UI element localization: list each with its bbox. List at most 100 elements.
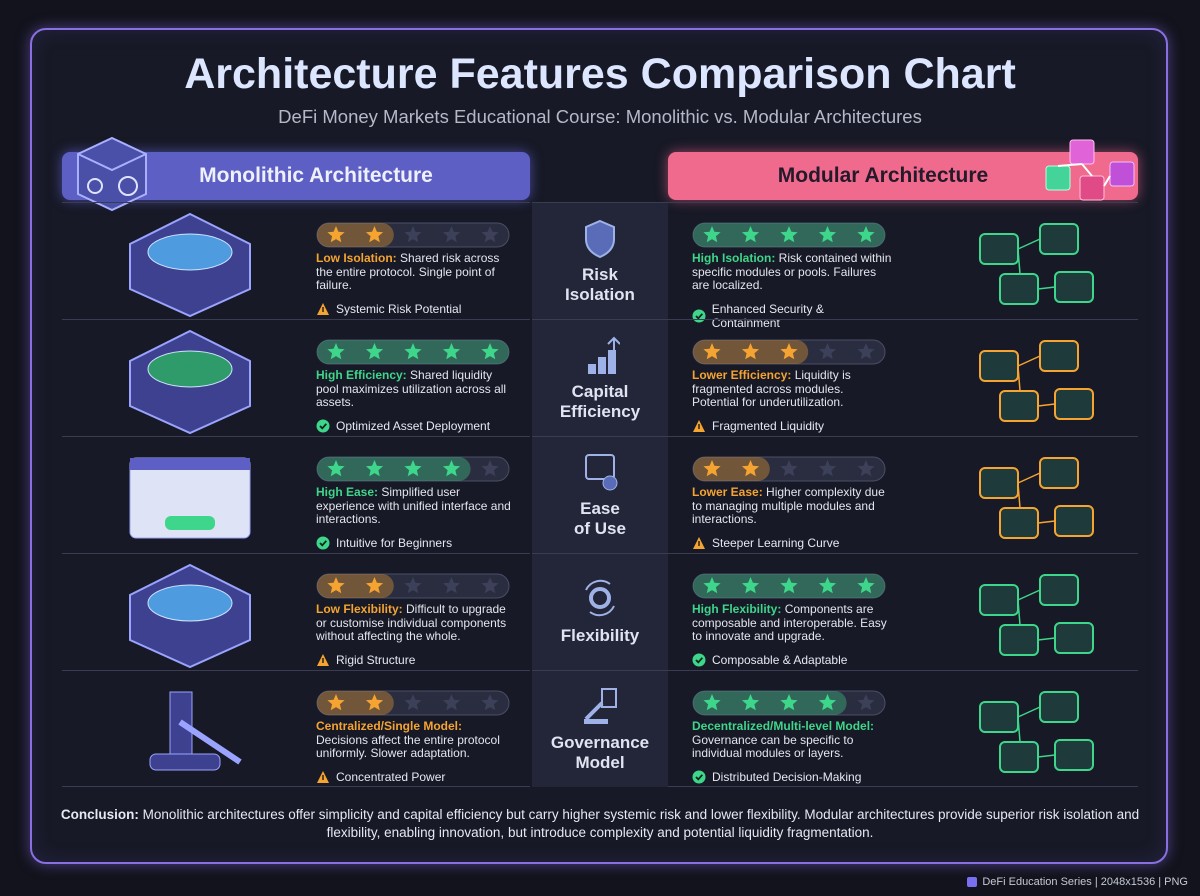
category-icon-part xyxy=(598,357,606,374)
check-circle xyxy=(692,770,706,783)
rating-star xyxy=(857,226,875,243)
feature-text: Decentralized/Multi-level Model: Governa… xyxy=(692,719,892,784)
category-icon-part xyxy=(602,475,618,491)
description-lead: Lower Ease: xyxy=(692,485,763,499)
description-lead: High Isolation: xyxy=(692,251,776,265)
description: Low Isolation: Shared risk across the en… xyxy=(316,251,516,293)
note-icon xyxy=(317,653,329,666)
row-cell xyxy=(62,670,530,787)
description-lead: High Flexibility: xyxy=(692,602,782,616)
row-cell xyxy=(668,670,1138,787)
rating-fill xyxy=(317,574,394,598)
illustration-part xyxy=(1017,706,1056,758)
rating-star xyxy=(857,343,875,360)
rating-star xyxy=(818,226,837,243)
description-lead: Lower Efficiency: xyxy=(692,368,792,382)
rating-fill xyxy=(693,691,847,715)
description: High Isolation: Risk contained within sp… xyxy=(692,251,892,293)
rating-star xyxy=(365,577,384,594)
note-text: Intuitive for Beginners xyxy=(336,535,453,550)
category-icon-part xyxy=(589,587,611,609)
description-text: Shared liquidity pool maximizes utilizat… xyxy=(316,368,507,409)
rating-star xyxy=(365,694,384,711)
row-cell xyxy=(62,436,530,553)
illustration-part xyxy=(147,584,233,622)
rating-star xyxy=(857,460,875,477)
note-icon xyxy=(316,536,330,549)
note: Intuitive for Beginners xyxy=(316,536,516,550)
illustration xyxy=(979,457,1094,539)
illustration-part xyxy=(979,350,1019,382)
footer: DeFi Education Series | 2048x1536 | PNG xyxy=(967,876,1188,888)
rating-star xyxy=(365,343,384,360)
rating-star xyxy=(404,343,422,360)
illustration-part xyxy=(1054,505,1094,537)
description-text: Components are composable and interopera… xyxy=(692,602,887,643)
illustration-part xyxy=(999,507,1039,539)
illustration xyxy=(979,691,1094,773)
feature-text: Lower Efficiency: Liquidity is fragmente… xyxy=(692,368,892,432)
note-icon xyxy=(693,419,705,432)
conclusion-text: Monolithic architectures offer simplicit… xyxy=(142,807,1140,840)
category-icon-part xyxy=(585,454,615,480)
description-text: Difficult to upgrade or customise indivi… xyxy=(316,602,507,643)
note: Steeper Learning Curve xyxy=(692,536,892,550)
rating-fill xyxy=(317,691,394,715)
illustration xyxy=(129,329,251,435)
feature-text: High Flexibility: Components are composa… xyxy=(692,602,892,667)
note-icon xyxy=(692,770,706,783)
note: Distributed Decision-Making xyxy=(692,770,892,784)
illustration-part xyxy=(999,390,1039,422)
subtitle: DeFi Money Markets Educational Course: M… xyxy=(278,106,922,127)
conclusion-lead: Conclusion: xyxy=(60,807,139,822)
rating-star xyxy=(741,343,760,360)
illustration-part xyxy=(1039,457,1079,489)
rating-star xyxy=(442,460,461,477)
conclusion: Conclusion: Monolithic architectures off… xyxy=(60,806,1140,842)
note: Concentrated Power xyxy=(316,770,516,784)
rating-star xyxy=(780,577,798,594)
rating-star xyxy=(818,694,837,711)
category-icon-part xyxy=(584,719,608,724)
feature-text: Lower Ease: Higher complexity due to man… xyxy=(692,485,892,550)
row-cell xyxy=(668,202,1138,319)
category-icon-part xyxy=(607,336,620,358)
description-lead: High Efficiency: xyxy=(316,368,407,382)
illustration-part xyxy=(178,719,242,765)
rating-bar xyxy=(316,573,510,599)
category-label-line: of Use xyxy=(574,519,626,538)
description: Decentralized/Multi-level Model: Governa… xyxy=(692,719,892,761)
rating-star xyxy=(703,343,721,360)
rating-star xyxy=(404,577,422,594)
monolith-icon xyxy=(77,136,147,212)
illustration xyxy=(979,340,1094,422)
illustration-part xyxy=(1017,589,1056,641)
description-text: Risk contained within specific modules o… xyxy=(692,251,892,292)
category-label-line: Capital xyxy=(571,382,629,401)
rating-star xyxy=(741,694,760,711)
row-cell xyxy=(668,553,1138,670)
feature-text: Low Isolation: Shared risk across the en… xyxy=(316,251,516,316)
illustration-part xyxy=(999,273,1039,305)
warning-mark xyxy=(698,423,700,429)
description: High Flexibility: Components are composa… xyxy=(692,602,892,644)
row-cell xyxy=(62,319,530,436)
rating-star xyxy=(780,226,798,243)
rating-star xyxy=(780,694,798,711)
footer-icon xyxy=(967,877,978,887)
category-icon-part xyxy=(585,579,615,617)
illustration xyxy=(129,457,251,539)
note: Composable & Adaptable xyxy=(692,653,892,667)
rating-star xyxy=(741,226,760,243)
category-cell: Governance Model xyxy=(532,670,668,787)
illustration xyxy=(129,563,251,669)
rating-bar xyxy=(692,456,886,482)
note-text: Concentrated Power xyxy=(336,769,446,784)
description: Lower Ease: Higher complexity due to man… xyxy=(692,485,892,527)
rating-star xyxy=(327,694,345,711)
note-text: Systemic Risk Potential xyxy=(336,301,462,316)
rating-star xyxy=(481,226,499,243)
title: Architecture Features Comparison Chart xyxy=(184,50,1016,98)
illustration-part xyxy=(1017,355,1056,407)
